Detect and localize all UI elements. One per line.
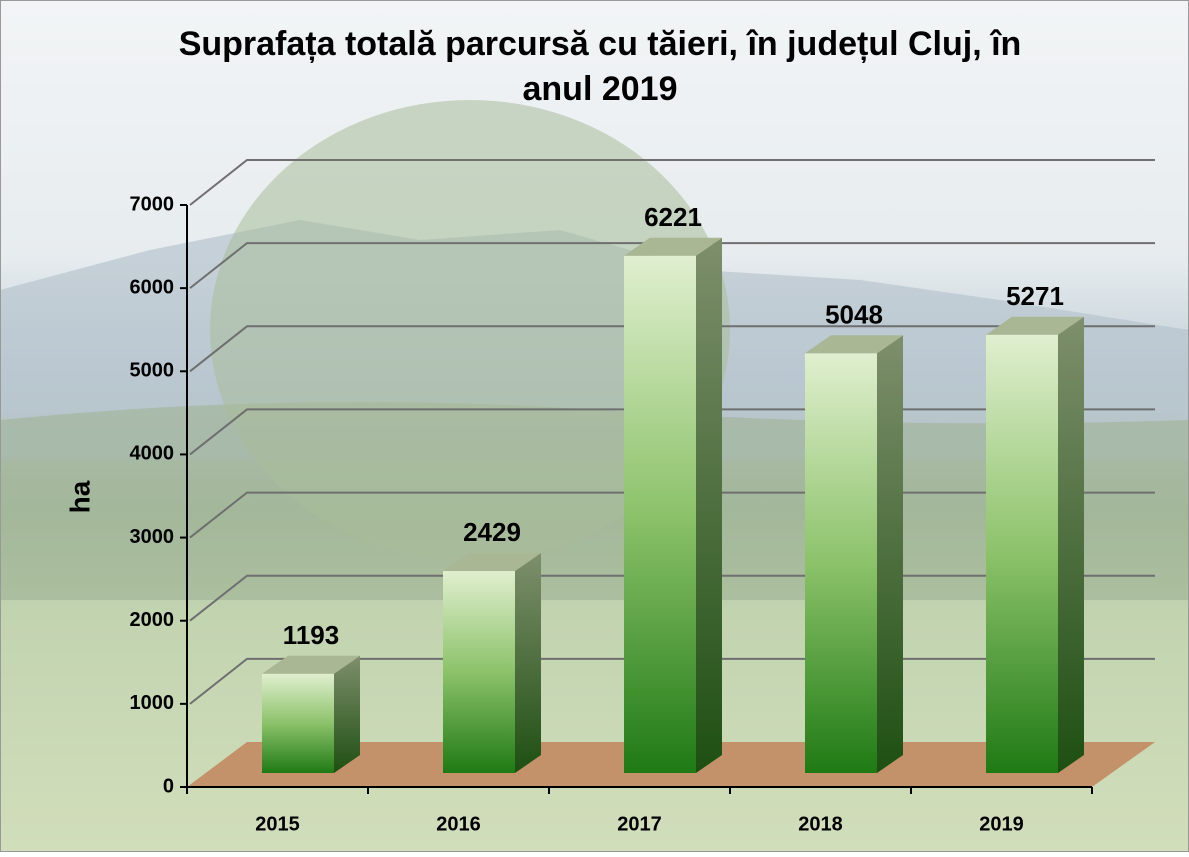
x-tick-label: 2017 <box>617 813 662 835</box>
y-axis-label: ha <box>64 480 95 513</box>
bar-side <box>877 335 903 773</box>
bar-side <box>696 238 722 773</box>
y-tick-label: 3000 <box>130 526 175 548</box>
bar-front <box>986 335 1058 773</box>
y-tick-label: 2000 <box>130 609 175 631</box>
y-tick-label: 0 <box>163 775 174 797</box>
chart: Suprafața totală parcursă cu tăieri, în … <box>0 0 1189 852</box>
x-tick-label: 2019 <box>979 813 1024 835</box>
y-tick-label: 6000 <box>130 276 175 298</box>
bar-side <box>1058 317 1084 773</box>
x-tick-label: 2015 <box>255 813 300 835</box>
bar-side <box>334 656 360 773</box>
data-label: 1193 <box>283 620 339 650</box>
bar-front <box>805 353 877 773</box>
x-tick-label: 2016 <box>436 813 481 835</box>
y-tick-label: 7000 <box>130 193 175 215</box>
data-label: 5271 <box>1006 281 1064 311</box>
y-tick-label: 5000 <box>130 360 175 382</box>
x-tick-label: 2018 <box>798 813 843 835</box>
data-label: 5048 <box>825 299 883 329</box>
bar-front <box>262 674 334 773</box>
bar-front <box>443 571 515 773</box>
y-tick-label: 4000 <box>130 443 175 465</box>
data-label: 2429 <box>463 517 521 547</box>
bar-front <box>624 256 696 773</box>
bar-side <box>515 553 541 773</box>
y-tick-label: 1000 <box>130 692 175 714</box>
data-label: 6221 <box>644 202 702 232</box>
